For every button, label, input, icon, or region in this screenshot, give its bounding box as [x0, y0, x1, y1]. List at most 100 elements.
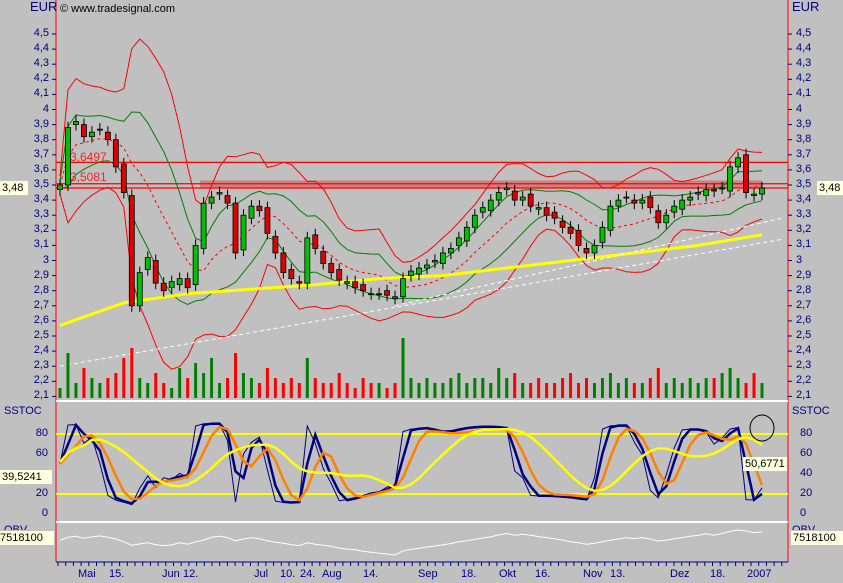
date-tick-label: Okt: [499, 568, 517, 580]
date-tick-label: 10.: [280, 568, 296, 580]
candle-body: [224, 195, 231, 204]
volume-bar: [210, 358, 214, 398]
volume-bar: [66, 353, 70, 398]
price-tick-label: 2,5: [33, 329, 49, 341]
candle-body: [272, 235, 279, 254]
sstoc-value-left: 39,5241: [0, 470, 52, 484]
volume-bar: [712, 378, 716, 398]
volume-bar: [337, 373, 341, 398]
volume-bar: [265, 368, 269, 398]
date-tick-label: 13.: [610, 568, 626, 580]
volume-bar: [273, 378, 277, 398]
candle-body: [184, 278, 191, 289]
sstoc-tick-label: 80: [35, 427, 48, 439]
volume-bar: [186, 378, 190, 398]
price-tick-label: 2,4: [796, 344, 812, 357]
date-tick-label: 24.: [300, 568, 316, 580]
volume-bar: [640, 383, 644, 398]
volume-bar: [577, 383, 581, 398]
price-tick-label: 3,7: [796, 147, 812, 160]
price-tick-label: 3,9: [796, 117, 812, 130]
currency-left: EUR: [30, 0, 58, 14]
volume-bar: [465, 383, 469, 398]
candle-body: [352, 281, 359, 289]
candle-body: [160, 282, 167, 292]
price-tick-label: 2,2: [33, 374, 49, 387]
price-tick-label: 4,3: [33, 57, 49, 70]
sstoc-slow-line: [59, 427, 763, 493]
volume-bar: [234, 353, 237, 398]
candle-body: [392, 296, 398, 299]
volume-bar: [489, 383, 493, 398]
candle-body: [543, 207, 550, 216]
candle-body: [695, 192, 702, 195]
candle-body: [104, 131, 111, 141]
price-tick-label: 2,1: [33, 389, 49, 402]
volume-bar: [313, 378, 317, 398]
volume-bar: [616, 383, 620, 398]
candle-body: [719, 187, 726, 190]
volume-bar: [672, 378, 676, 398]
candle-body: [312, 234, 319, 249]
volume-bar: [289, 378, 293, 398]
price-tick-label: 2,1: [796, 389, 812, 402]
candle-body: [240, 214, 247, 251]
sstoc-k-line: [58, 422, 763, 505]
volume-bar: [728, 368, 732, 398]
candle-body: [623, 196, 630, 199]
price-tick-label: 4,4: [796, 42, 812, 55]
date-tick-label: Jul: [254, 568, 269, 580]
candle-body: [120, 163, 127, 193]
price-tick-label: 3,4: [796, 193, 812, 206]
candle-body: [65, 127, 71, 186]
volume-bar: [513, 373, 517, 398]
candle-body: [96, 128, 103, 131]
sstoc-tick-label: 60: [800, 447, 813, 459]
sstoc-fast-line: [59, 422, 763, 506]
last-price-left: 3,48: [0, 181, 28, 195]
price-tick-label: 2,3: [796, 359, 812, 372]
volume-bar: [130, 348, 134, 398]
candle-body: [89, 131, 95, 138]
volume-bar: [441, 383, 445, 398]
volume-bar: [114, 373, 118, 398]
volume-bar: [170, 388, 174, 398]
date-tick-label: 18.: [710, 568, 726, 580]
candle-body: [479, 207, 486, 213]
price-tick-label: 3: [42, 253, 49, 266]
sstoc-d-line: [59, 425, 764, 503]
candle-body: [703, 189, 710, 196]
volume-bar: [624, 378, 628, 398]
volume-bar: [473, 378, 477, 398]
price-tick-label: 3,5: [33, 178, 49, 190]
sstoc-tick-label: 20: [800, 487, 813, 499]
candle-body: [360, 284, 367, 292]
date-tick-label: Sep: [418, 568, 438, 580]
copyright: © www.tradesignal.com: [60, 3, 176, 15]
price-tick-label: 4: [42, 102, 49, 115]
date-tick-label: Jun: [162, 568, 180, 580]
candle-body: [112, 139, 119, 168]
candle-body: [559, 220, 566, 228]
candle-body: [599, 226, 606, 243]
candle-body: [408, 270, 414, 277]
candle-body: [232, 202, 239, 254]
volume-bar: [688, 378, 692, 398]
volume-bar: [74, 383, 78, 398]
candle-body: [447, 248, 454, 254]
price-tick-label: 3,3: [33, 208, 49, 221]
price-tick-label: 3: [796, 253, 803, 266]
volume-bar: [138, 378, 142, 398]
trendline: [59, 238, 783, 367]
price-tick-label: 2,8: [796, 283, 812, 296]
candle-body: [136, 272, 143, 307]
price-tick-label: 2,2: [796, 374, 812, 387]
volume-bar: [585, 378, 588, 398]
candle-body: [168, 281, 175, 289]
candle-body: [376, 293, 382, 296]
price-tick-label: 4,1: [33, 87, 49, 100]
candle-body: [471, 214, 478, 228]
volume-bar: [561, 378, 565, 398]
volume-bar: [281, 383, 285, 398]
